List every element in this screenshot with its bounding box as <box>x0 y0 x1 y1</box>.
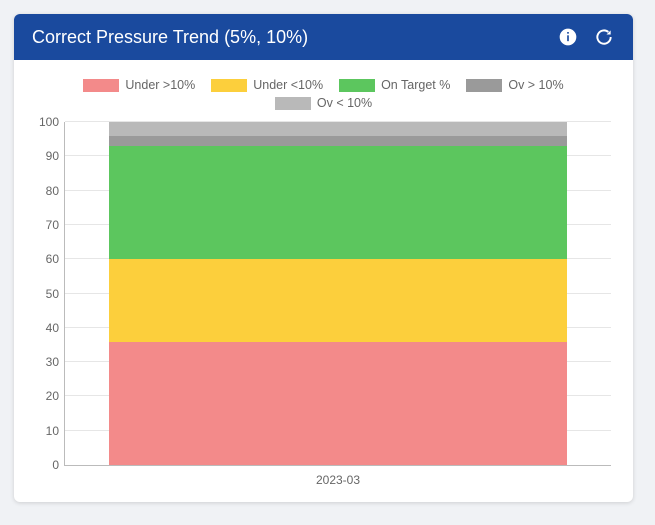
card-header: Correct Pressure Trend (5%, 10%) <box>14 14 633 60</box>
y-tick-label: 10 <box>31 424 59 438</box>
y-tick-label: 100 <box>31 115 59 129</box>
legend-swatch <box>466 79 502 92</box>
legend-swatch <box>83 79 119 92</box>
y-tick-label: 80 <box>31 184 59 198</box>
bar-segment[interactable] <box>109 342 568 465</box>
plot: 01020304050607080901002023-03 <box>64 122 611 466</box>
y-tick-label: 0 <box>31 458 59 472</box>
dashboard-card: Correct Pressure Trend (5%, 10%) Under >… <box>14 14 633 502</box>
legend-swatch <box>339 79 375 92</box>
legend-swatch <box>211 79 247 92</box>
card-actions <box>557 26 615 48</box>
legend-item[interactable]: On Target % <box>339 78 450 92</box>
info-icon[interactable] <box>557 26 579 48</box>
bar-column <box>109 122 568 465</box>
y-tick-label: 60 <box>31 252 59 266</box>
legend-item[interactable]: Under >10% <box>83 78 195 92</box>
chart-area: Under >10% Under <10% On Target % Ov > 10% O… <box>14 60 633 502</box>
card-title: Correct Pressure Trend (5%, 10%) <box>32 27 308 48</box>
legend-label: Ov < 10% <box>317 96 372 110</box>
bar-segment[interactable] <box>109 122 568 136</box>
y-tick-label: 50 <box>31 287 59 301</box>
y-tick-label: 30 <box>31 355 59 369</box>
bar-segment[interactable] <box>109 146 568 259</box>
legend: Under >10% Under <10% On Target % Ov > 10% O… <box>30 76 617 112</box>
y-tick-label: 40 <box>31 321 59 335</box>
legend-swatch <box>275 97 311 110</box>
y-tick-label: 90 <box>31 149 59 163</box>
legend-label: Under >10% <box>125 78 195 92</box>
bar-segment[interactable] <box>109 259 568 341</box>
bar-segment[interactable] <box>109 136 568 146</box>
legend-label: Under <10% <box>253 78 323 92</box>
refresh-icon[interactable] <box>593 26 615 48</box>
plot-wrap: 01020304050607080901002023-03 <box>30 122 617 492</box>
legend-item[interactable]: Ov < 10% <box>275 96 372 110</box>
legend-item[interactable]: Ov > 10% <box>466 78 563 92</box>
x-tick-label: 2023-03 <box>316 473 360 487</box>
legend-item[interactable]: Under <10% <box>211 78 323 92</box>
legend-label: On Target % <box>381 78 450 92</box>
legend-label: Ov > 10% <box>508 78 563 92</box>
y-tick-label: 20 <box>31 389 59 403</box>
y-tick-label: 70 <box>31 218 59 232</box>
